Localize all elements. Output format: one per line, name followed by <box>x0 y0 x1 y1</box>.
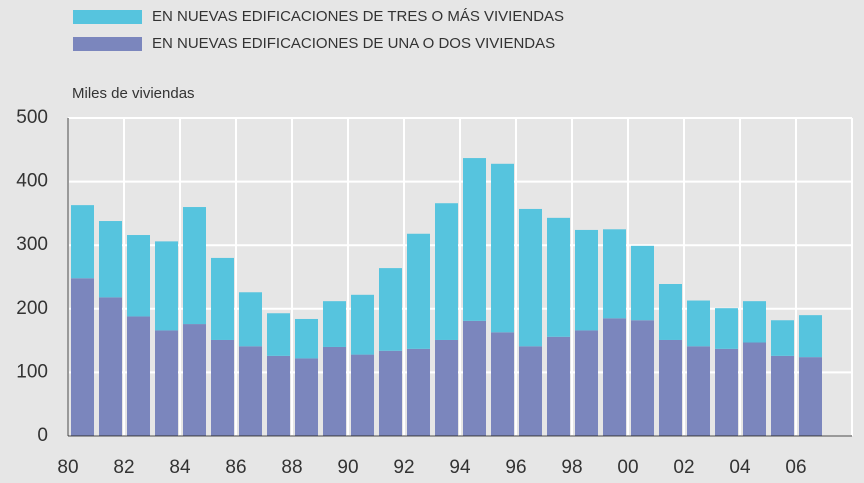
bar-segment <box>127 235 150 317</box>
bar-segment <box>575 330 598 436</box>
bar-segment <box>575 229 598 331</box>
bar-segment <box>603 229 626 319</box>
bar-segment <box>743 301 766 343</box>
bar-segment <box>687 300 710 347</box>
bar-segment <box>547 336 570 436</box>
bar-segment <box>715 308 738 349</box>
x-tick-label: 98 <box>561 457 582 478</box>
bar-segment <box>659 339 682 436</box>
bar-segment <box>491 163 514 333</box>
bar-segment <box>295 358 318 436</box>
bar-segment <box>799 357 822 436</box>
bar-segment <box>183 324 206 436</box>
bar-segment <box>659 283 682 340</box>
bar-segment <box>435 339 458 436</box>
bar-segment <box>267 355 290 436</box>
bar-segment <box>295 318 318 359</box>
bar-segment <box>211 257 234 340</box>
legend-swatch <box>73 37 142 51</box>
bar-segment <box>743 342 766 436</box>
y-tick-label: 100 <box>16 361 48 382</box>
bar-segment <box>547 217 570 337</box>
x-tick-label: 84 <box>169 457 191 478</box>
bar-segment <box>239 292 262 347</box>
x-tick-label: 06 <box>785 457 806 478</box>
bar-segment <box>99 221 122 298</box>
bar-segment <box>351 294 374 355</box>
bar-segment <box>99 297 122 436</box>
bar-segment <box>631 320 654 436</box>
x-tick-label: 90 <box>337 457 358 478</box>
x-tick-label: 92 <box>393 457 414 478</box>
x-tick-label: 96 <box>505 457 526 478</box>
bar-segment <box>631 245 654 321</box>
bar-segment <box>463 320 486 436</box>
y-tick-label: 500 <box>16 107 48 128</box>
bar-segment <box>351 354 374 436</box>
bar-segment <box>379 268 402 351</box>
bar-segment <box>687 346 710 436</box>
x-tick-label: 80 <box>57 457 78 478</box>
bar-segment <box>799 315 822 358</box>
bar-segment <box>211 339 234 436</box>
x-tick-label: 88 <box>281 457 302 478</box>
legend-label: EN NUEVAS EDIFICACIONES DE TRES O MÁS VI… <box>152 8 564 25</box>
bar-segment <box>519 346 542 436</box>
bar-segment <box>407 348 430 436</box>
bar-segment <box>771 320 794 356</box>
bar-segment <box>463 158 486 321</box>
x-tick-label: 86 <box>225 457 246 478</box>
bar-segment <box>323 346 346 436</box>
bar-segment <box>435 203 458 340</box>
bar-segment <box>603 318 626 436</box>
bar-segment <box>323 301 346 347</box>
y-tick-label: 400 <box>16 171 48 192</box>
x-tick-label: 04 <box>729 457 751 478</box>
bar-segment <box>491 332 514 436</box>
bar-segment <box>239 346 262 436</box>
y-tick-label: 300 <box>16 234 48 255</box>
bar-segment <box>379 350 402 436</box>
bar-segment <box>127 316 150 436</box>
x-tick-label: 02 <box>673 457 694 478</box>
x-tick-label: 00 <box>617 457 638 478</box>
bar-segment <box>267 313 290 356</box>
x-tick-label: 94 <box>449 457 471 478</box>
bar-segment <box>771 355 794 436</box>
y-tick-label: 0 <box>37 425 48 446</box>
bar-segment <box>71 205 94 279</box>
bar-segment <box>71 278 94 436</box>
y-axis-label: Miles de viviendas <box>72 85 195 102</box>
x-tick-label: 82 <box>113 457 134 478</box>
bar-segment <box>407 233 430 349</box>
bar-segment <box>183 207 206 325</box>
y-tick-label: 200 <box>16 298 48 319</box>
legend-swatch <box>73 10 142 24</box>
bar-segment <box>155 330 178 436</box>
bar-segment <box>155 241 178 331</box>
legend-label: EN NUEVAS EDIFICACIONES DE UNA O DOS VIV… <box>152 35 555 52</box>
bar-segment <box>715 348 738 436</box>
bar-segment <box>519 208 542 347</box>
